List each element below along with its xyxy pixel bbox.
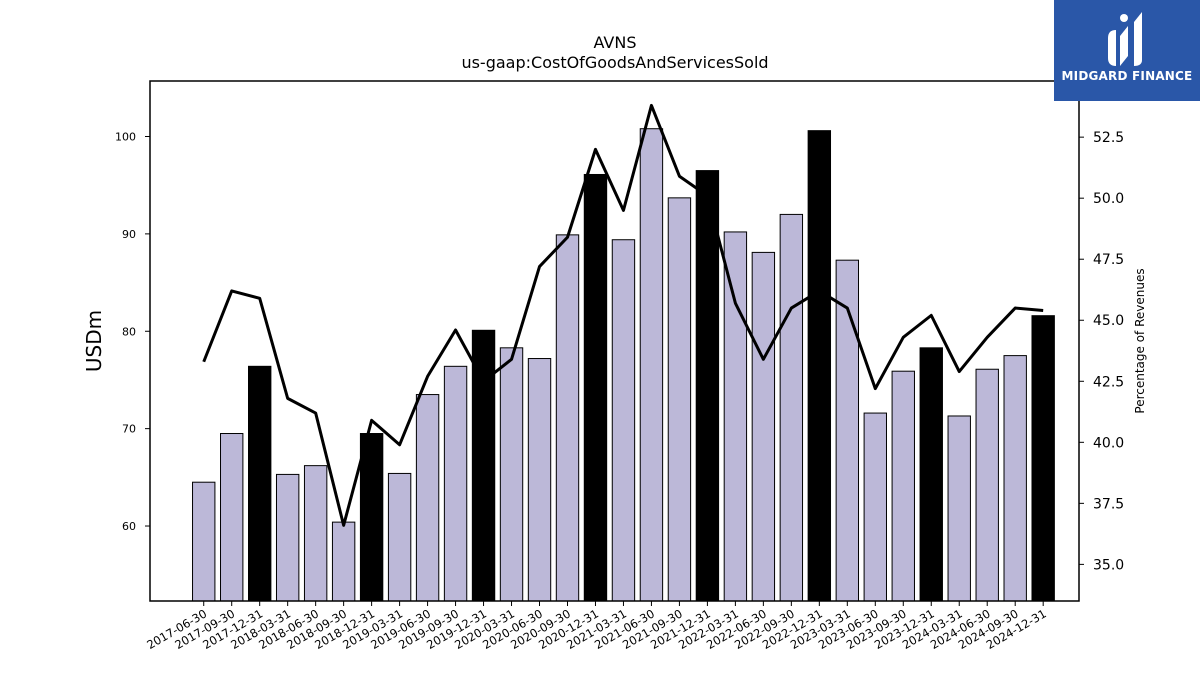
bar-2020-09-30 <box>555 234 580 602</box>
x-axis: 2017-06-302017-09-302017-12-312018-03-31… <box>144 601 1049 652</box>
plot-frame <box>149 80 1080 602</box>
y2-tick-label: 35.0 <box>1093 557 1124 573</box>
bar-2024-09-30 <box>1003 355 1027 602</box>
chart-subtitle: us-gaap:CostOfGoodsAndServicesSold <box>461 53 768 72</box>
y-tick-label: 70 <box>122 423 136 436</box>
chart-title: AVNS <box>594 33 637 52</box>
bar-2017-12-31 <box>248 365 272 602</box>
bar-2021-03-31 <box>611 239 636 602</box>
bar-2019-06-30 <box>415 394 440 602</box>
bars <box>192 128 1055 602</box>
bar-2020-06-30 <box>527 358 552 602</box>
bar-2024-06-30 <box>975 368 999 602</box>
bar-2022-12-31 <box>807 130 832 602</box>
bar-2023-12-31 <box>919 347 943 602</box>
bar-2019-12-31 <box>471 329 496 602</box>
bar-2017-06-30 <box>192 481 216 602</box>
bar-2021-12-31 <box>695 170 720 602</box>
bar-2018-12-31 <box>359 433 384 602</box>
y2-tick-label: 37.5 <box>1093 496 1124 512</box>
bar-2019-03-31 <box>387 472 412 602</box>
y2-tick-label: 45.0 <box>1093 313 1124 329</box>
bar-2023-09-30 <box>891 370 915 602</box>
y-tick-label: 60 <box>122 520 136 533</box>
y-axis-left: 60 70 80 90 100 <box>115 131 150 533</box>
midgard-logo-icon <box>1108 12 1142 66</box>
y-tick-label: 90 <box>122 228 136 241</box>
bar-2019-09-30 <box>443 365 468 602</box>
bar-2020-12-31 <box>583 173 608 602</box>
bar-2022-09-30 <box>779 213 804 602</box>
bar-2022-03-31 <box>723 231 748 602</box>
bar-2021-09-30 <box>667 197 692 602</box>
bar-2017-09-30 <box>220 433 244 602</box>
y2-tick-label: 50.0 <box>1093 191 1124 207</box>
midgard-logo: MIDGARD FINANCE <box>1054 0 1200 101</box>
y-axis-right: 35.0 37.5 40.0 42.5 45.0 47.5 50.0 52.5 <box>1079 130 1124 573</box>
bar-2018-09-30 <box>331 521 356 602</box>
bar-2024-12-31 <box>1031 315 1055 602</box>
y2-tick-label: 52.5 <box>1093 130 1124 146</box>
y-axis-label: USDm <box>82 310 106 372</box>
bar-2023-06-30 <box>863 412 887 602</box>
logo-text: MIDGARD FINANCE <box>1061 69 1193 83</box>
bar-2018-03-31 <box>275 473 300 602</box>
bar-2020-03-31 <box>499 347 524 602</box>
y2-tick-label: 47.5 <box>1093 252 1124 268</box>
y2-tick-label: 40.0 <box>1093 435 1124 451</box>
y-tick-label: 100 <box>115 131 136 144</box>
y2-axis-label: Percentage of Revenues <box>1133 268 1147 413</box>
bar-2024-03-31 <box>947 415 971 602</box>
series-line <box>202 103 1044 527</box>
bar-2022-06-30 <box>751 251 776 602</box>
bar-2021-06-30 <box>639 128 664 602</box>
y-tick-label: 80 <box>122 325 136 338</box>
bar-2018-06-30 <box>303 465 328 602</box>
y2-tick-label: 42.5 <box>1093 374 1124 390</box>
